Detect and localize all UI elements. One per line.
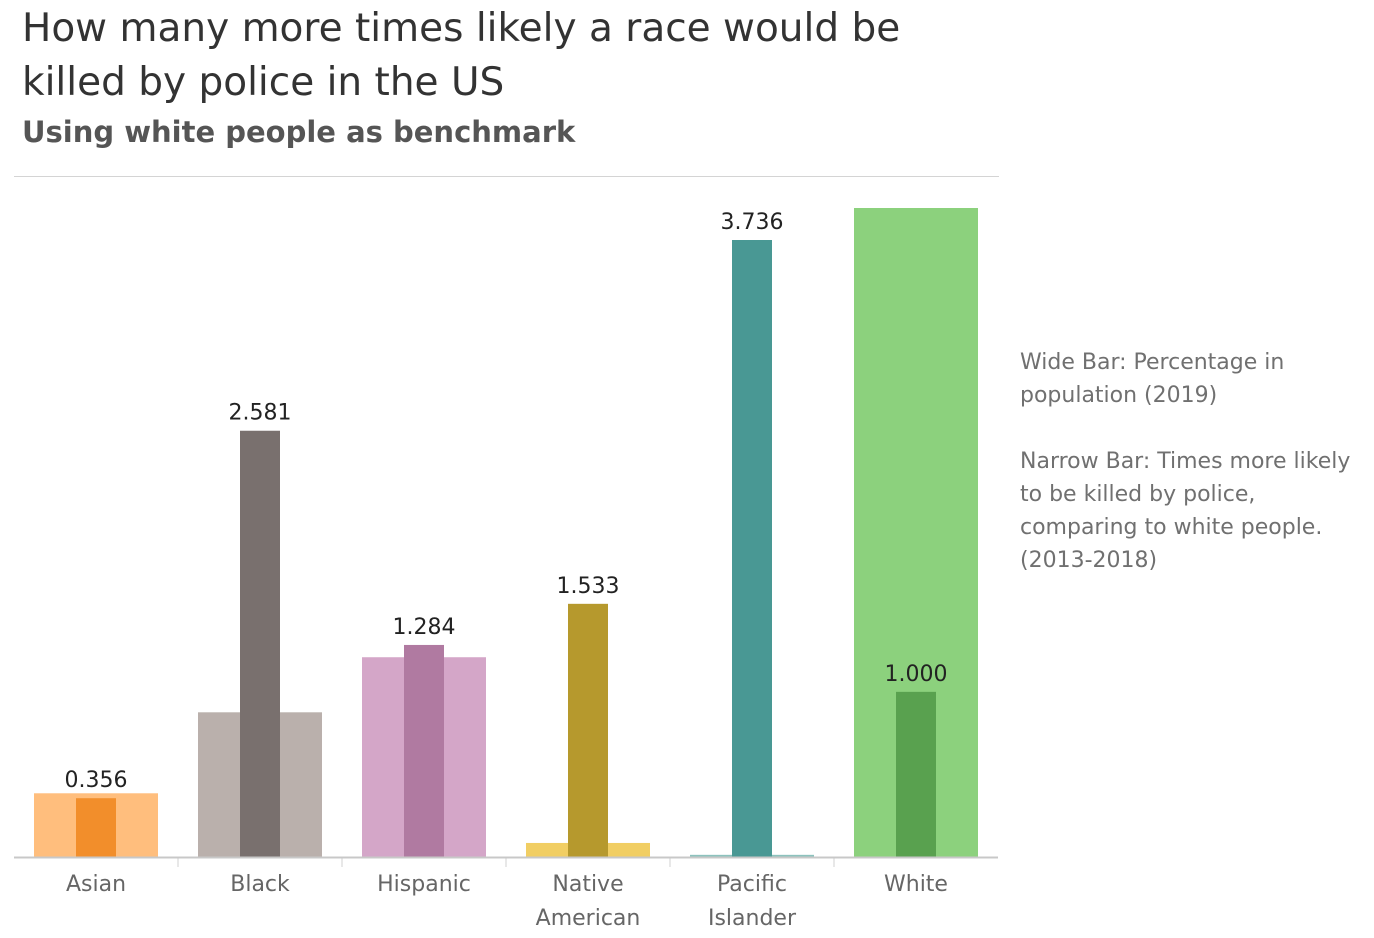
legend-wide-bar: Wide Bar: Percentage in population (2019… [1020,350,1285,408]
legend: Wide Bar: Percentage in population (2019… [1020,346,1370,577]
narrow-bar-native-american [568,603,608,857]
x-tick-label-pacific-islander: Pacific [717,872,787,897]
x-tick-label-white: White [884,872,948,897]
chart-title: How many more times likely a race would … [22,6,901,105]
chart-subtitle: Using white people as benchmark [22,115,576,149]
narrow-bar-hispanic [404,644,444,857]
title-divider [14,176,999,177]
x-tick-label-hispanic: Hispanic [377,872,471,897]
x-tick-label-native-american: Native [552,872,623,897]
narrow-bar-black [240,430,280,857]
narrow-bar-pacific-islander [732,240,772,857]
data-label-black: 2.581 [229,401,292,426]
narrow-bar-asian [76,798,116,857]
data-label-white: 1.000 [885,662,948,687]
data-label-pacific-islander: 3.736 [721,210,784,235]
data-label-native-american: 1.533 [557,574,620,599]
x-tick-label-black: Black [230,872,290,897]
x-tick-label-asian: Asian [66,872,126,897]
bar-chart: 0.356 Asian 2.581 Black 1.284 Hispanic 1.533 Na… [14,208,998,931]
data-label-asian: 0.356 [65,768,128,793]
x-tick-label-native-american: American [536,906,641,931]
x-tick-label-pacific-islander: Islander [708,906,797,931]
narrow-bar-white [896,691,936,857]
data-label-hispanic: 1.284 [393,615,456,640]
legend-narrow-bar: Narrow Bar: Times more likely to be kill… [1020,449,1351,573]
